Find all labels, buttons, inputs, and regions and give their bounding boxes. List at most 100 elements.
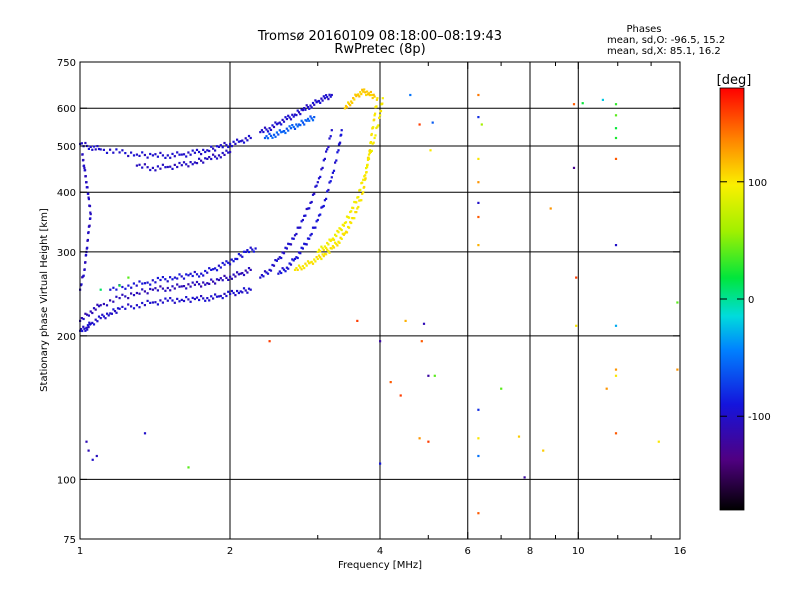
echo-point	[374, 112, 377, 115]
echo-point	[399, 394, 402, 397]
echo-point	[572, 166, 576, 169]
echo-point	[118, 307, 121, 310]
echo-point	[164, 289, 167, 292]
echo-point	[328, 93, 331, 96]
echo-point	[263, 126, 267, 129]
echo-point	[195, 148, 199, 151]
echo-point	[219, 294, 222, 298]
echo-point	[85, 186, 88, 189]
echo-point	[289, 263, 293, 266]
echo-point	[138, 280, 141, 283]
echo-point	[278, 129, 281, 132]
chart-title: Tromsø 20160109 08:18:00–08:19:43	[257, 29, 502, 44]
echo-point	[204, 157, 207, 160]
echo-point	[303, 107, 306, 110]
echo-point	[143, 163, 146, 166]
echo-point	[296, 268, 299, 271]
echo-point	[370, 93, 373, 97]
echo-point	[281, 130, 284, 133]
echo-point	[198, 275, 201, 278]
echo-point	[327, 250, 330, 253]
echo-point	[228, 263, 232, 266]
colorbar-label: [deg]	[717, 73, 752, 88]
echo-point	[204, 150, 207, 154]
echo-point	[306, 106, 310, 109]
echo-point	[337, 231, 340, 234]
echo-point	[229, 142, 232, 146]
echo-point	[287, 129, 290, 132]
echo-point	[375, 105, 378, 108]
echo-point	[166, 154, 169, 157]
echo-point	[180, 298, 183, 301]
echo-point	[236, 271, 239, 274]
echo-point	[206, 149, 209, 152]
echo-point	[275, 123, 278, 126]
echo-point	[247, 134, 251, 138]
echo-point	[614, 324, 618, 327]
echo-point	[321, 99, 324, 102]
echo-point	[221, 151, 224, 155]
echo-point	[366, 163, 369, 166]
echo-point	[206, 297, 209, 300]
echo-point	[221, 146, 224, 149]
echo-point	[361, 88, 364, 91]
echo-point	[116, 307, 120, 310]
echo-point	[301, 265, 304, 268]
echo-point	[295, 123, 298, 126]
x-tick-label: 4	[377, 546, 383, 557]
echo-point	[87, 449, 90, 452]
echo-point	[351, 101, 354, 104]
echo-point	[330, 176, 333, 179]
echo-point	[118, 297, 121, 300]
echo-point	[115, 295, 118, 298]
echo-point	[364, 174, 367, 177]
echo-point	[356, 319, 359, 322]
echo-point	[252, 250, 255, 253]
echo-point	[156, 276, 159, 280]
echo-point	[86, 313, 89, 316]
echo-point	[300, 108, 303, 111]
echo-point	[225, 276, 228, 279]
echo-point	[246, 249, 249, 252]
echo-point	[206, 157, 209, 160]
echo-point	[360, 199, 363, 202]
echo-point	[141, 282, 144, 285]
echo-point	[141, 151, 144, 154]
echo-point	[208, 149, 211, 153]
echo-point	[105, 304, 109, 307]
echo-point	[138, 292, 141, 295]
echo-point	[342, 233, 345, 236]
echo-point	[300, 246, 303, 249]
echo-point	[354, 93, 357, 96]
echo-point	[366, 90, 369, 93]
echo-point	[326, 248, 329, 251]
echo-point	[575, 324, 578, 327]
echo-point	[208, 267, 211, 270]
x-tick-label: 8	[527, 546, 533, 557]
echo-point	[365, 171, 368, 174]
echo-point	[246, 271, 249, 274]
echo-point	[284, 246, 287, 249]
echo-point	[418, 123, 421, 126]
echo-point	[311, 226, 315, 229]
echo-point	[135, 153, 138, 156]
echo-point	[334, 233, 337, 236]
echo-point	[130, 292, 133, 295]
echo-point	[289, 243, 293, 246]
echo-point	[191, 281, 194, 284]
echo-point	[89, 145, 92, 148]
echo-point	[200, 159, 203, 162]
echo-point	[171, 152, 174, 155]
echo-point	[330, 129, 333, 132]
echo-point	[321, 247, 324, 250]
colorbar-ticks: 100 0 -100	[720, 178, 771, 423]
echo-point	[389, 381, 392, 384]
echo-point	[166, 299, 169, 302]
echo-point	[151, 166, 154, 169]
echo-point	[143, 282, 147, 285]
echo-point	[202, 297, 205, 300]
echo-point	[244, 269, 247, 272]
colorbar-tick-label: 100	[748, 178, 767, 189]
echo-point	[191, 149, 194, 152]
echo-point	[159, 278, 162, 282]
